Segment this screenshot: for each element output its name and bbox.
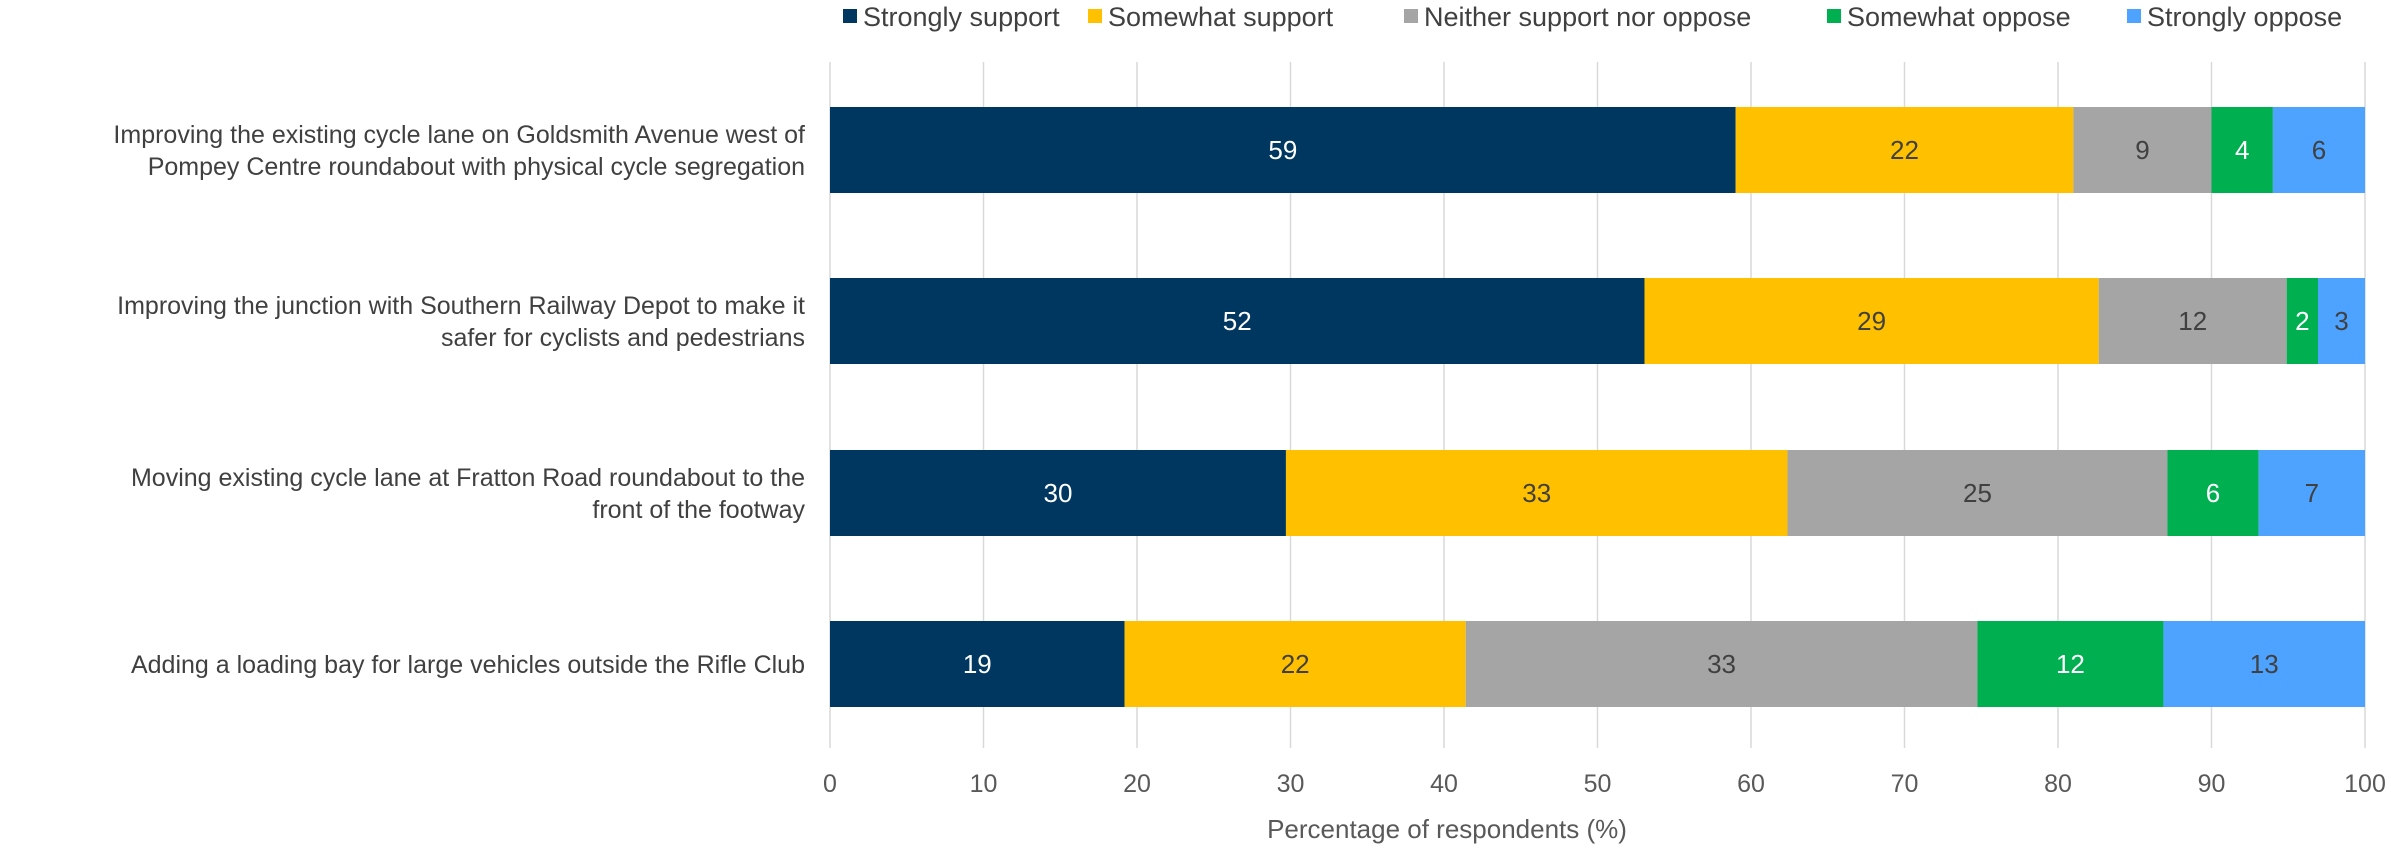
legend-swatch (1827, 9, 1841, 23)
x-axis-title: Percentage of respondents (%) (1267, 814, 1627, 844)
bar-segment (2167, 450, 2259, 536)
legend: Strongly support Somewhat support Neither … (843, 2, 2342, 32)
tick-label: 50 (1584, 770, 1612, 798)
legend-swatch (843, 9, 857, 23)
x-axis-ticks: 0 10 20 30 40 50 60 70 80 90 100 (823, 770, 2386, 798)
data-label: 12 (2056, 649, 2085, 679)
bar-segment (2286, 278, 2319, 364)
legend-label: Strongly support (863, 2, 1060, 32)
data-label: 25 (1963, 478, 1992, 508)
data-label: 30 (1044, 478, 1073, 508)
data-label: 7 (2305, 478, 2319, 508)
tick-label: 30 (1277, 770, 1305, 798)
category-label: front of the footway (592, 496, 805, 524)
data-label: 29 (1857, 306, 1886, 336)
bar-segment (2073, 107, 2212, 193)
bar-segment (2211, 107, 2273, 193)
bar-segment (2163, 621, 2365, 707)
bar-segment (2258, 450, 2365, 536)
tick-label: 80 (2044, 770, 2072, 798)
bars: 59 22 9 4 6 52 29 12 2 3 30 33 25 6 7 19 22 33 12 13 (830, 107, 2365, 707)
tick-label: 0 (823, 770, 837, 798)
bar-segment (2098, 278, 2287, 364)
bar-segment (830, 450, 1286, 536)
data-label: 6 (2312, 135, 2326, 165)
tick-label: 60 (1737, 770, 1765, 798)
legend-label: Neither support nor oppose (1424, 2, 1751, 32)
bar-segment (1787, 450, 2168, 536)
legend-label: Somewhat support (1108, 2, 1334, 32)
bar-segment (1285, 450, 1788, 536)
data-label: 2 (2295, 306, 2309, 336)
tick-label: 40 (1430, 770, 1458, 798)
bar-segment (2272, 107, 2365, 193)
legend-swatch (2127, 9, 2141, 23)
tick-label: 90 (2198, 770, 2226, 798)
data-label: 59 (1268, 135, 1297, 165)
legend-swatch (1404, 9, 1418, 23)
bar-segment (830, 621, 1125, 707)
bar-segment (830, 278, 1645, 364)
bar-segment (1465, 621, 1978, 707)
data-label: 22 (1890, 135, 1919, 165)
bar-segment (1735, 107, 2074, 193)
legend-label: Somewhat oppose (1847, 2, 2071, 32)
category-label: Pompey Centre roundabout with physical c… (148, 153, 805, 181)
tick-label: 100 (2344, 770, 2386, 798)
data-label: 12 (2178, 306, 2207, 336)
tick-label: 20 (1123, 770, 1151, 798)
bar-segment (1977, 621, 2164, 707)
data-label: 33 (1522, 478, 1551, 508)
bar-segment (1124, 621, 1466, 707)
bar-segment (2318, 278, 2365, 364)
category-label: safer for cyclists and pedestrians (441, 324, 805, 352)
data-label: 3 (2334, 306, 2348, 336)
data-label: 4 (2235, 135, 2249, 165)
category-labels: Improving the existing cycle lane on Gol… (113, 121, 805, 679)
data-label: 52 (1223, 306, 1252, 336)
data-label: 6 (2206, 478, 2220, 508)
bar-segment (1644, 278, 2099, 364)
data-label: 9 (2135, 135, 2149, 165)
legend-label: Strongly oppose (2147, 2, 2342, 32)
bar-segment (830, 107, 1736, 193)
data-label: 22 (1281, 649, 1310, 679)
tick-label: 10 (970, 770, 998, 798)
category-label: Improving the existing cycle lane on Gol… (113, 121, 805, 149)
category-label: Improving the junction with Southern Rai… (117, 292, 805, 320)
tick-label: 70 (1891, 770, 1919, 798)
category-label: Moving existing cycle lane at Fratton Ro… (131, 464, 805, 492)
data-label: 13 (2250, 649, 2279, 679)
data-label: 19 (963, 649, 992, 679)
legend-swatch (1088, 9, 1102, 23)
category-label: Adding a loading bay for large vehicles … (131, 651, 805, 679)
data-label: 33 (1707, 649, 1736, 679)
